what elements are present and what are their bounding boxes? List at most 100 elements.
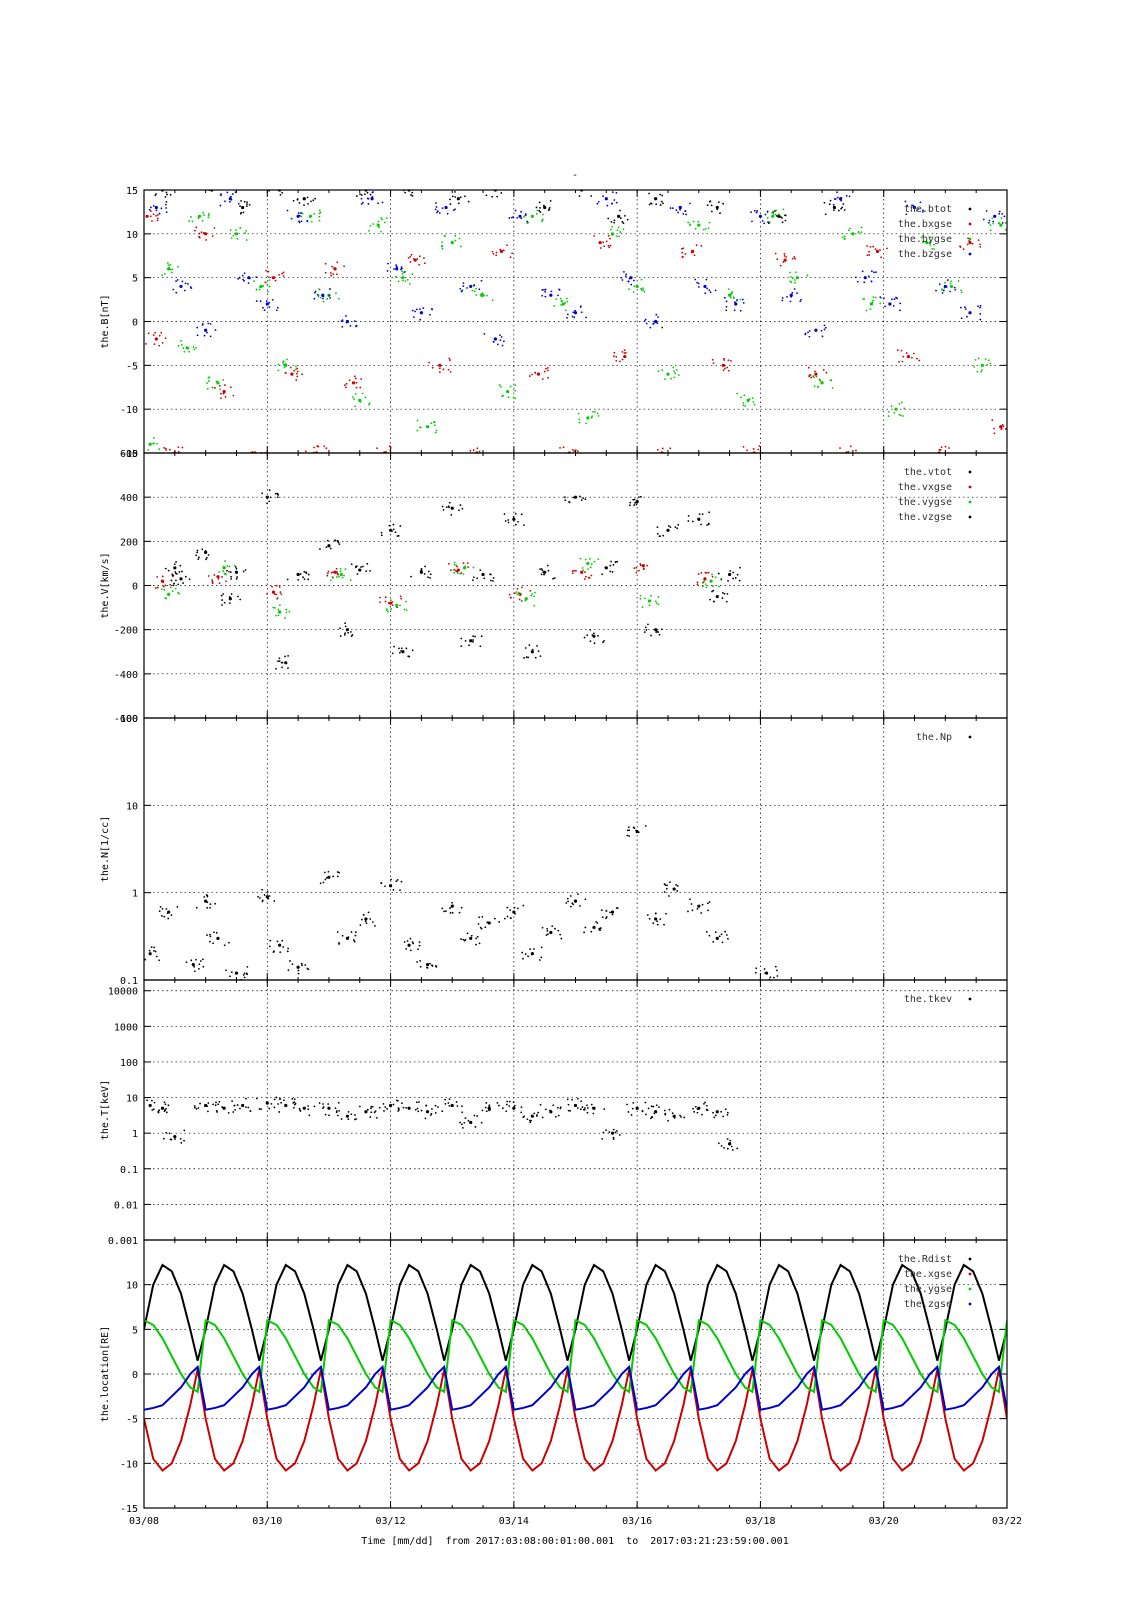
data-point	[313, 212, 316, 215]
data-point	[448, 1104, 451, 1107]
data-point	[968, 311, 972, 315]
data-point	[237, 202, 240, 205]
data-point	[234, 232, 239, 236]
data-point	[322, 457, 324, 459]
data-point	[584, 898, 587, 901]
data-point	[568, 500, 570, 503]
data-point	[540, 573, 543, 576]
data-point	[155, 214, 157, 217]
data-point	[265, 269, 268, 272]
data-point	[600, 909, 603, 912]
legend-label: the.btot	[904, 204, 952, 215]
data-point	[609, 564, 612, 567]
data-point	[411, 194, 414, 197]
data-point	[755, 211, 758, 214]
data-point	[673, 376, 676, 379]
data-point	[860, 226, 863, 229]
data-point	[721, 363, 726, 367]
data-point	[345, 382, 348, 385]
data-point	[810, 376, 813, 379]
data-point	[206, 934, 208, 937]
data-point	[623, 349, 626, 352]
data-point	[156, 442, 159, 445]
data-point	[172, 288, 175, 291]
data-point	[597, 634, 599, 637]
data-point	[727, 579, 729, 582]
data-point	[185, 961, 188, 964]
data-point	[711, 358, 714, 361]
data-point	[454, 208, 456, 211]
data-point	[377, 220, 380, 223]
data-point	[742, 301, 745, 304]
data-point	[578, 421, 581, 424]
data-point	[307, 968, 310, 971]
data-point	[997, 222, 1000, 225]
data-point	[460, 637, 463, 640]
data-point	[655, 602, 658, 605]
data-point	[376, 223, 380, 227]
y-axis-label: the.B[nT]	[100, 294, 111, 348]
data-point	[736, 299, 739, 301]
data-point	[318, 288, 321, 291]
data-point	[239, 205, 241, 208]
data-point	[571, 188, 573, 190]
data-point	[441, 247, 444, 250]
data-point	[593, 560, 596, 563]
data-point	[331, 265, 333, 268]
data-point	[140, 952, 142, 954]
data-point	[613, 219, 616, 222]
data-point	[385, 608, 388, 611]
data-point	[582, 187, 584, 189]
data-point	[249, 1110, 252, 1113]
data-point	[207, 214, 210, 217]
data-point	[870, 280, 873, 283]
data-point	[268, 945, 271, 948]
data-point	[275, 309, 278, 312]
data-point	[180, 339, 183, 342]
data-point	[584, 1107, 586, 1109]
data-point	[480, 295, 483, 298]
data-point	[224, 200, 226, 203]
data-point	[170, 914, 173, 917]
data-point	[855, 456, 857, 458]
data-point	[755, 967, 758, 970]
data-point	[717, 572, 720, 575]
data-point	[567, 1103, 570, 1106]
data-point	[656, 448, 659, 451]
legend-marker	[968, 485, 972, 489]
panel-V: 6004002000-200-400-600the.V[km/s]the.vto…	[100, 449, 1008, 725]
data-point	[514, 389, 516, 392]
data-point	[400, 647, 403, 650]
data-point	[326, 574, 329, 577]
data-point	[149, 210, 152, 213]
data-point	[293, 369, 296, 372]
data-point	[255, 300, 258, 302]
data-point	[448, 1098, 451, 1100]
data-point	[402, 1106, 405, 1109]
data-point	[160, 207, 163, 210]
data-point	[725, 600, 728, 603]
data-point	[464, 1117, 467, 1120]
data-point	[359, 924, 362, 927]
data-point	[649, 326, 652, 329]
data-point	[258, 286, 261, 288]
data-point	[152, 442, 154, 445]
data-point	[201, 548, 204, 551]
data-point	[982, 218, 985, 221]
data-point	[300, 962, 303, 965]
data-point	[230, 971, 233, 973]
data-point	[367, 911, 370, 914]
data-point	[872, 299, 875, 302]
data-point	[317, 295, 320, 298]
data-point	[456, 1105, 459, 1107]
data-point	[243, 976, 246, 979]
data-point	[922, 209, 924, 212]
data-point	[354, 934, 357, 937]
data-point	[268, 895, 271, 897]
data-point	[337, 541, 340, 544]
data-point	[873, 271, 875, 274]
data-point	[661, 194, 664, 197]
data-point	[436, 211, 438, 214]
data-point	[684, 253, 687, 255]
data-point	[286, 358, 288, 361]
